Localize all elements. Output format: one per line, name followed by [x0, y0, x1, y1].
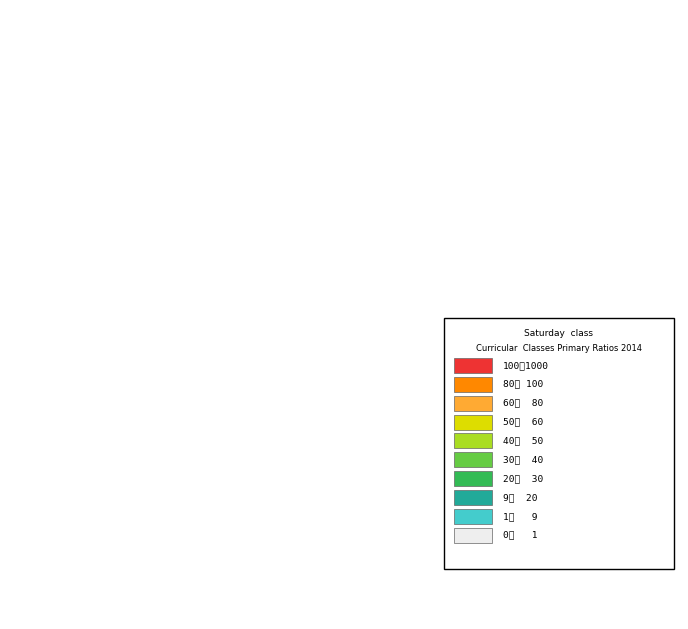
Bar — [454, 490, 492, 505]
Bar — [454, 433, 492, 448]
Bar — [454, 452, 492, 467]
Text: 20～  30: 20～ 30 — [502, 474, 543, 483]
Bar — [454, 377, 492, 392]
Bar — [454, 415, 492, 430]
Text: 80～ 100: 80～ 100 — [502, 380, 543, 389]
Bar — [454, 471, 492, 486]
Bar — [454, 528, 492, 543]
Text: 1～   9: 1～ 9 — [502, 512, 537, 521]
Text: 30～  40: 30～ 40 — [502, 455, 543, 464]
Text: 40～  50: 40～ 50 — [502, 437, 543, 445]
Text: 50～  60: 50～ 60 — [502, 418, 543, 426]
Bar — [454, 396, 492, 411]
Text: 100～1000: 100～1000 — [502, 361, 548, 370]
Text: 0～   1: 0～ 1 — [502, 531, 537, 540]
Text: Saturday  class: Saturday class — [524, 329, 594, 338]
Text: 60～  80: 60～ 80 — [502, 399, 543, 408]
Text: Curricular  Classes Primary Ratios 2014: Curricular Classes Primary Ratios 2014 — [476, 344, 642, 353]
Text: 9～  20: 9～ 20 — [502, 493, 537, 502]
Bar — [454, 509, 492, 524]
Bar — [454, 358, 492, 373]
